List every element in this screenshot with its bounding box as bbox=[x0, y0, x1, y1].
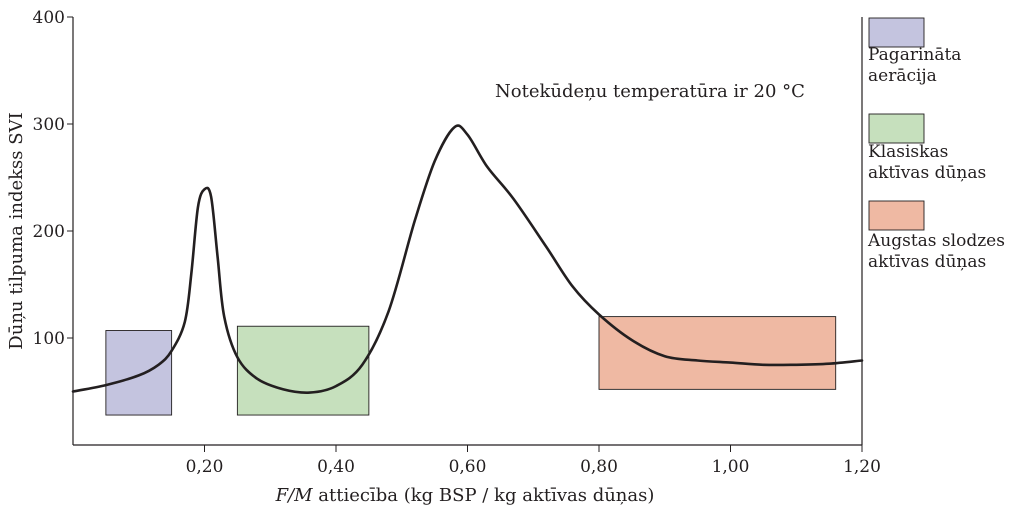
annotation-text: Notekūdeņu temperatūra ir 20 °C bbox=[495, 81, 805, 102]
x-tick-label: 0,20 bbox=[186, 457, 224, 477]
y-axis-label: Dūņu tilpuma indekss SVI bbox=[6, 112, 27, 349]
operating-regions bbox=[106, 317, 836, 415]
x-tick-label: 1,00 bbox=[712, 457, 750, 477]
legend-swatch-2 bbox=[869, 201, 924, 230]
x-tick-label: 0,60 bbox=[449, 457, 487, 477]
legend-label-2: aktīvas dūņas bbox=[868, 252, 986, 272]
y-tick-label: 300 bbox=[33, 115, 65, 135]
legend-swatch-0 bbox=[869, 18, 924, 47]
region-2 bbox=[599, 317, 836, 390]
legend-label-0: aerācija bbox=[868, 66, 937, 86]
x-tick-label: 1,20 bbox=[843, 457, 881, 477]
x-axis-label-units: attiecība (kg BSP / kg aktīvas dūņas) bbox=[313, 485, 655, 506]
x-axis-label-ratio: F/M bbox=[275, 485, 314, 506]
x-axis-label: F/M attiecība (kg BSP / kg aktīvas dūņas… bbox=[275, 485, 655, 506]
x-tick-label: 0,80 bbox=[580, 457, 618, 477]
legend-label-2: Augstas slodzes bbox=[867, 231, 1005, 251]
y-tick-label: 200 bbox=[33, 222, 65, 242]
region-1 bbox=[237, 326, 369, 415]
region-0 bbox=[106, 331, 172, 416]
legend-label-1: aktīvas dūņas bbox=[868, 163, 986, 183]
y-tick-label: 100 bbox=[33, 329, 65, 349]
y-tick-label: 400 bbox=[33, 8, 65, 28]
x-tick-label: 0,40 bbox=[317, 457, 355, 477]
legend-label-0: Pagarināta bbox=[868, 45, 961, 65]
legend-swatch-1 bbox=[869, 114, 924, 143]
legend-label-1: Klasiskas bbox=[868, 142, 948, 162]
